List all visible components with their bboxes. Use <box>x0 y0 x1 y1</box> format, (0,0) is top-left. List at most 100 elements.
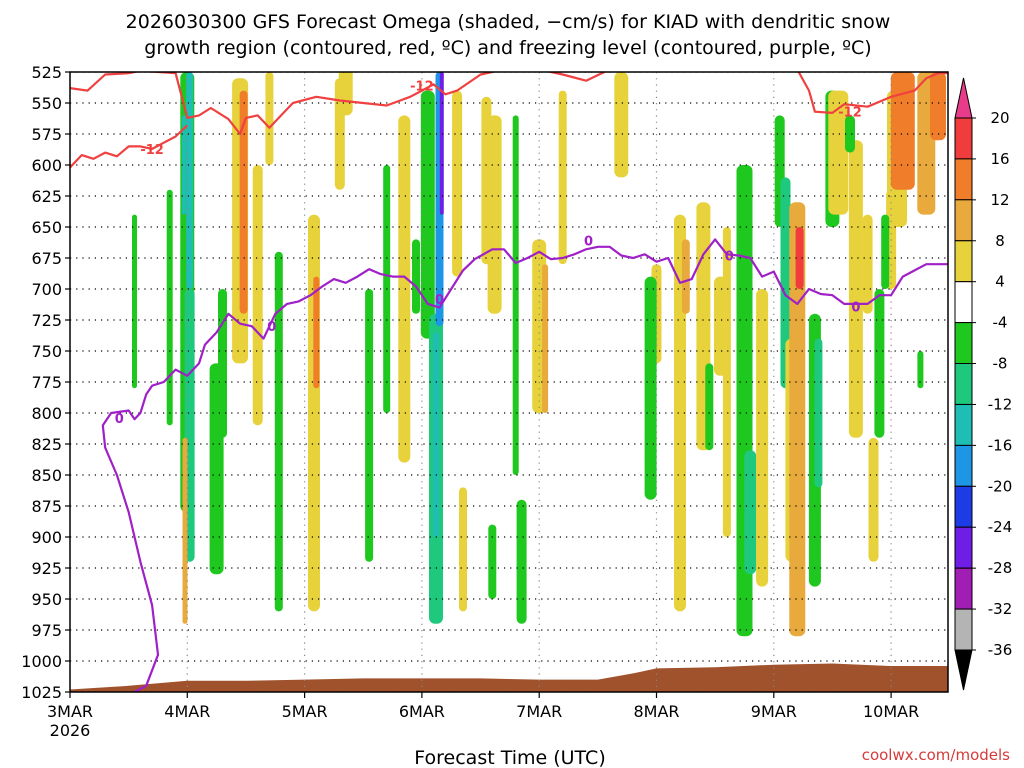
contour-label: -12 <box>410 80 434 95</box>
omega-shade <box>420 90 435 339</box>
credit-text[interactable]: coolwx.com/models <box>862 746 1010 764</box>
omega-shade <box>439 72 444 215</box>
omega-shade <box>644 276 657 500</box>
colorbar-label: -32 <box>988 600 1013 618</box>
omega-shade <box>558 90 567 265</box>
y-tick-label: 700 <box>31 280 62 299</box>
colorbar-swatch <box>954 526 973 569</box>
colorbar-label: 20 <box>990 109 1009 127</box>
y-tick-label: 950 <box>31 590 62 609</box>
omega-shade <box>722 227 731 537</box>
omega-shade <box>338 72 353 116</box>
y-tick-label: 900 <box>31 528 62 547</box>
y-tick-label: 600 <box>31 156 62 175</box>
x-tick-label: 4MAR <box>164 702 210 721</box>
contour-label: 0 <box>725 250 734 265</box>
omega-shade <box>365 289 374 562</box>
colorbar-swatch <box>954 117 973 160</box>
colorbar-swatch <box>954 567 973 610</box>
dgz-contour-upper <box>70 72 948 136</box>
omega-shade <box>814 338 823 488</box>
omega-shade <box>433 332 439 537</box>
colorbar-swatch <box>954 404 973 446</box>
y-tick-label: 875 <box>31 497 62 516</box>
omega-shade <box>848 140 863 438</box>
colorbar-label: -8 <box>993 355 1008 373</box>
y-tick-label: 1000 <box>21 652 62 671</box>
y-tick-label: 650 <box>31 218 62 237</box>
chart-title-line1: 2026030300 GFS Forecast Omega (shaded, −… <box>126 11 891 33</box>
colorbar-label: 16 <box>990 150 1009 168</box>
axes: 525 550 575 600 625 650 675 700 725 750 775 800 825 8… <box>21 63 949 740</box>
colorbar-label: -36 <box>988 641 1013 659</box>
x-tick-label: 7MAR <box>516 702 562 721</box>
omega-shade <box>917 351 924 389</box>
colorbar-top-arrow <box>954 77 973 119</box>
chart-title-line2: growth region (contoured, red, ºC) and f… <box>144 37 871 59</box>
omega-shade <box>674 214 686 612</box>
y-tick-label: 925 <box>31 559 62 578</box>
dgz-contour-lower <box>70 124 189 169</box>
x-tick-label: 8MAR <box>633 702 679 721</box>
omega-shade <box>862 214 873 314</box>
x-tick-sublabel: 2026 <box>50 721 91 740</box>
y-tick-label: 675 <box>31 249 62 268</box>
freezing-level-contour <box>101 238 948 692</box>
omega-shade <box>412 239 420 314</box>
omega-shade <box>166 189 173 426</box>
omega-shade <box>614 72 629 178</box>
omega-shade <box>516 499 527 624</box>
contour-label: 0 <box>115 412 124 427</box>
x-axis-label: Forecast Time (UTC) <box>414 747 605 768</box>
colorbar-label: -20 <box>988 477 1013 495</box>
colorbar-bottom-arrow <box>954 649 973 691</box>
omega-shade <box>542 264 549 413</box>
colorbar-label: -12 <box>988 395 1013 413</box>
y-tick-label: 825 <box>31 435 62 454</box>
omega-shade <box>681 239 690 314</box>
omega-shade <box>780 177 791 389</box>
contour-label: -12 <box>140 143 164 158</box>
omega-shade <box>756 289 769 587</box>
y-tick-label: 525 <box>31 63 62 82</box>
contour-label: -12 <box>838 106 862 121</box>
y-tick-label: 1025 <box>21 683 62 702</box>
contour-label: 0 <box>851 300 860 315</box>
omega-shade <box>398 115 411 463</box>
omega-shade <box>890 72 915 190</box>
omega-shade <box>186 72 194 289</box>
colorbar-swatch <box>954 281 973 324</box>
x-tick-label: 10MAR <box>863 702 919 721</box>
omega-shade <box>181 115 186 215</box>
x-tick-label: 9MAR <box>751 702 797 721</box>
omega-shade <box>795 227 804 289</box>
x-tick-label: 3MAR <box>47 702 93 721</box>
colorbar-label: 8 <box>995 232 1005 250</box>
x-tick-label: 5MAR <box>282 702 328 721</box>
x-tick-label: 6MAR <box>399 702 445 721</box>
omega-shade <box>252 165 263 426</box>
y-tick-label: 975 <box>31 621 62 640</box>
omega-shade <box>930 72 946 141</box>
y-tick-label: 750 <box>31 342 62 361</box>
colorbar-swatch <box>954 240 973 283</box>
omega-shade <box>705 363 714 451</box>
y-tick-label: 550 <box>31 94 62 113</box>
plot-area: -12 -12 -12 0 0 0 0 0 0 <box>70 72 948 692</box>
colorbar-swatch <box>954 444 973 487</box>
omega-shade <box>789 202 806 637</box>
omega-shade <box>744 450 757 575</box>
y-tick-label: 775 <box>31 373 62 392</box>
colorbar-swatch <box>954 158 973 201</box>
terrain-fill <box>70 663 948 692</box>
colorbar: 20 16 12 8 4 -4 -8 -12 -16 -20 -24 -28 -32 -36 <box>954 77 1013 691</box>
colorbar-label: 12 <box>990 191 1009 209</box>
contour-label: 0 <box>267 320 276 335</box>
colorbar-swatch <box>954 322 973 365</box>
colorbar-label: -4 <box>993 314 1008 332</box>
omega-shade <box>459 487 467 612</box>
omega-shade <box>239 90 248 314</box>
omega-shade <box>874 289 885 438</box>
omega-shade <box>881 214 890 289</box>
